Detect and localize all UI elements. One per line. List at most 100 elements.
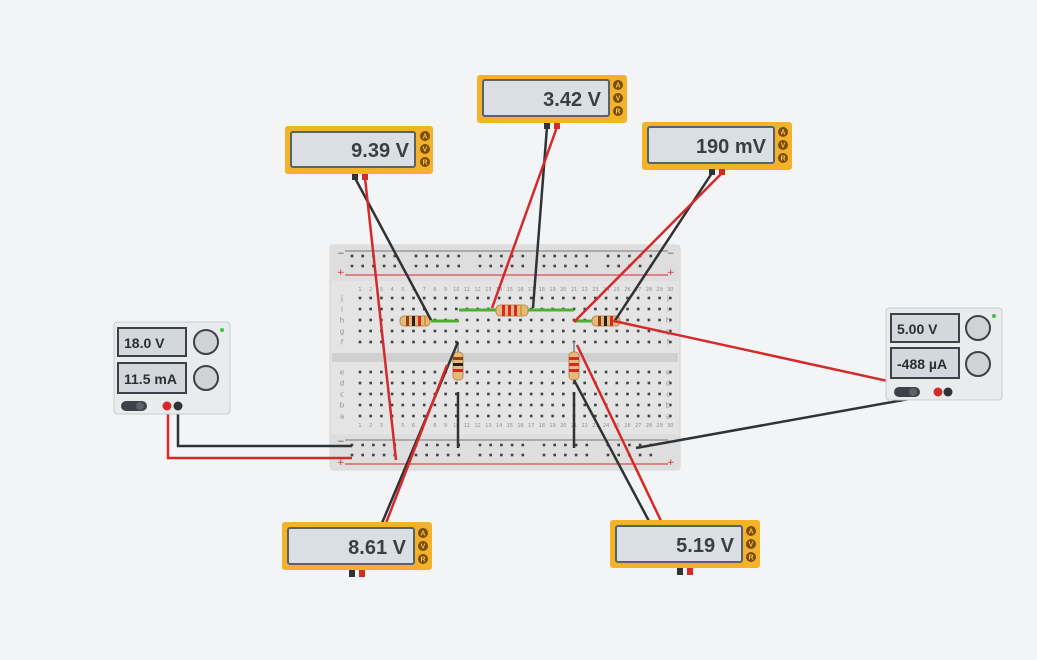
probe-black[interactable] [349, 570, 355, 577]
terminal-negative[interactable] [173, 401, 183, 411]
mode-r-icon[interactable]: R [780, 156, 785, 163]
resistor-r4[interactable] [452, 342, 464, 381]
mode-v-icon[interactable]: V [423, 147, 428, 154]
probe-red[interactable] [719, 169, 725, 175]
current-knob[interactable] [965, 351, 991, 377]
svg-text:a: a [340, 413, 344, 421]
svg-text:19: 19 [549, 423, 555, 429]
mode-a-icon[interactable]: A [615, 83, 620, 90]
svg-text:16: 16 [517, 287, 523, 293]
mode-v-icon[interactable]: V [616, 96, 621, 103]
svg-text:25: 25 [614, 287, 620, 293]
rail-minus-sign-tr: − [667, 249, 675, 259]
mode-a-icon[interactable]: A [422, 134, 427, 141]
supply-right-voltage: 5.00 V [897, 321, 938, 337]
svg-text:22: 22 [582, 287, 588, 293]
svg-text:b: b [666, 402, 671, 410]
multimeter-3[interactable]: 190 mV A V R [642, 122, 792, 175]
svg-text:5: 5 [401, 423, 404, 429]
probe-black[interactable] [544, 123, 550, 129]
mode-a-icon[interactable]: A [420, 531, 425, 538]
probe-black[interactable] [677, 568, 683, 575]
supply-left-current: 11.5 mA [124, 371, 177, 387]
svg-text:c: c [666, 391, 670, 399]
terminal-negative[interactable] [943, 387, 953, 397]
probe-red[interactable] [554, 123, 560, 129]
probe-red[interactable] [687, 568, 693, 575]
multimeter-1[interactable]: 9.39 V A V R [285, 126, 433, 180]
svg-text:h: h [340, 317, 344, 325]
resistor-r2[interactable] [495, 304, 529, 317]
mode-v-icon[interactable]: V [781, 143, 786, 150]
mode-r-icon[interactable]: R [615, 109, 620, 116]
svg-text:j: j [666, 295, 669, 303]
multimeter-4[interactable]: 8.61 V A V R [282, 522, 432, 577]
svg-text:2: 2 [369, 423, 372, 429]
svg-text:16: 16 [517, 423, 523, 429]
svg-text:f: f [667, 339, 670, 347]
svg-text:21: 21 [571, 287, 577, 293]
svg-text:j: j [340, 295, 343, 303]
multimeter-5-reading: 5.19 V [676, 535, 734, 557]
svg-text:i: i [667, 306, 669, 314]
svg-text:13: 13 [485, 287, 491, 293]
svg-text:30: 30 [667, 423, 673, 429]
rail-plus-sign-tr: + [667, 268, 675, 278]
svg-text:6: 6 [412, 287, 415, 293]
svg-text:17: 17 [528, 287, 534, 293]
terminal-positive[interactable] [933, 387, 943, 397]
probe-black[interactable] [352, 174, 358, 180]
svg-text:3: 3 [380, 423, 383, 429]
multimeter-2[interactable]: 3.42 V A V R [477, 75, 627, 129]
terminal-positive[interactable] [162, 401, 172, 411]
svg-text:g: g [666, 328, 670, 336]
mode-v-icon[interactable]: V [421, 544, 426, 551]
mode-v-icon[interactable]: V [749, 542, 754, 549]
mode-a-icon[interactable]: A [780, 130, 785, 137]
svg-text:15: 15 [507, 287, 513, 293]
svg-text:19: 19 [549, 287, 555, 293]
resistor-r1[interactable] [399, 315, 431, 327]
svg-text:3: 3 [380, 287, 383, 293]
svg-text:27: 27 [635, 287, 641, 293]
svg-text:26: 26 [624, 423, 630, 429]
mode-r-icon[interactable]: R [422, 160, 427, 167]
probe-wires[interactable] [166, 126, 949, 524]
multimeter-4-reading: 8.61 V [348, 537, 406, 559]
breadboard[interactable]: 1122334455667788991010111112121313141415… [329, 244, 681, 471]
svg-text:c: c [340, 391, 344, 399]
resistor-r3[interactable] [591, 315, 621, 327]
svg-text:8: 8 [433, 287, 436, 293]
current-knob[interactable] [193, 365, 219, 391]
rail-plus-sign-tl: + [337, 268, 345, 278]
mode-r-icon[interactable]: R [748, 555, 753, 562]
svg-text:9: 9 [444, 287, 447, 293]
power-supply-right[interactable]: 5.00 V -488 µA [885, 307, 1003, 401]
svg-text:2: 2 [369, 287, 372, 293]
svg-text:a: a [666, 413, 670, 421]
svg-text:b: b [340, 402, 345, 410]
svg-text:14: 14 [496, 423, 502, 429]
svg-text:h: h [666, 317, 670, 325]
multimeter-3-reading: 190 mV [696, 136, 767, 158]
svg-text:13: 13 [485, 423, 491, 429]
mode-r-icon[interactable]: R [420, 557, 425, 564]
svg-text:g: g [340, 328, 344, 336]
jumper-wires[interactable] [431, 308, 594, 323]
mode-a-icon[interactable]: A [748, 529, 753, 536]
svg-text:1: 1 [358, 287, 361, 293]
svg-text:18: 18 [539, 287, 545, 293]
svg-text:27: 27 [635, 423, 641, 429]
multimeter-5[interactable]: 5.19 V A V R [610, 520, 760, 575]
svg-text:28: 28 [646, 423, 652, 429]
svg-text:30: 30 [667, 287, 673, 293]
voltage-knob[interactable] [193, 329, 219, 355]
probe-black[interactable] [709, 169, 715, 175]
voltage-knob[interactable] [965, 315, 991, 341]
svg-text:17: 17 [528, 423, 534, 429]
svg-text:4: 4 [391, 287, 394, 293]
svg-text:d: d [666, 380, 670, 388]
power-supply-left[interactable]: 18.0 V 11.5 mA [113, 321, 231, 415]
probe-red[interactable] [359, 570, 365, 577]
probe-red[interactable] [362, 174, 368, 180]
